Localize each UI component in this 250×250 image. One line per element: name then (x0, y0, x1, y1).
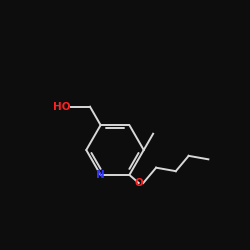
Text: O: O (135, 178, 143, 188)
Text: HO: HO (52, 102, 70, 112)
Text: N: N (96, 170, 105, 180)
